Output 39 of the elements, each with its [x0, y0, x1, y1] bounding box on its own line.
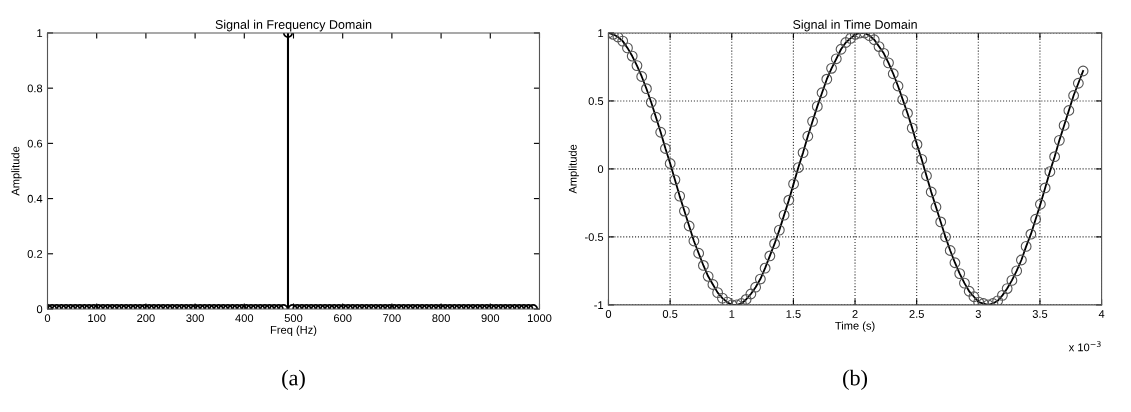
x-tick-label: 0: [44, 314, 51, 323]
x-tick-label: 0.5: [662, 310, 678, 318]
text: (a): [282, 369, 305, 390]
chart-title: Signal in Frequency Domain: [215, 19, 372, 32]
x-tick-label: 1: [729, 310, 735, 318]
y-tick-label: 1: [37, 29, 43, 37]
x-tick-label: 400: [235, 314, 254, 323]
y-axis-title: Amplitude: [11, 146, 22, 196]
x-tick-label: 1000: [527, 314, 552, 323]
x-tick-label: 1.5: [786, 310, 801, 318]
y-tick-label: 0.8: [27, 84, 43, 93]
x-tick-label: 0: [605, 310, 612, 318]
x-tick-label: 100: [88, 314, 106, 323]
x-tick-label: 2: [852, 310, 858, 318]
y-tick-label: 0.2: [27, 250, 43, 258]
x-tick-label: 300: [186, 314, 204, 323]
x-tick-label: 500: [284, 314, 303, 323]
x-tick-label: 200: [137, 314, 155, 323]
chart-title: Signal in Time Domain: [793, 19, 917, 32]
x-tick-label: 3: [975, 310, 981, 318]
y-tick-label: 0: [597, 165, 604, 174]
x-axis-title: Time (s): [835, 321, 875, 332]
y-tick-label: -0.5: [584, 233, 604, 242]
text: (b): [843, 369, 868, 390]
y-tick-label: 0.6: [27, 139, 43, 148]
y-axis-title: Amplitude: [568, 144, 579, 194]
y-tick-label: -1: [594, 301, 604, 309]
y-tick-label: 1: [598, 29, 604, 37]
x-tick-label: 600: [333, 314, 352, 323]
y-tick-label: 0.4: [27, 194, 43, 203]
x-tick-label: 3.5: [1032, 310, 1048, 318]
y-tick-label: 0.5: [588, 97, 604, 106]
x-tick-label: 700: [383, 314, 401, 323]
x-tick-label: 2.5: [909, 310, 924, 318]
x-tick-label: 800: [432, 314, 450, 323]
x-tick-label: 900: [481, 314, 500, 323]
x-axis-title: Freq (Hz): [270, 325, 317, 336]
x-tick-label: 4: [1098, 310, 1105, 318]
text: x 10$^{−3}$: [1068, 341, 1101, 352]
